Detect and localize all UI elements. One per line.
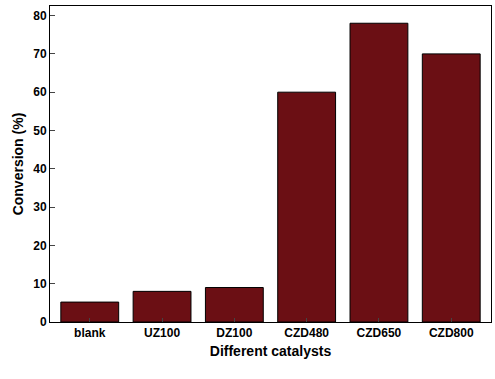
svg-text:40: 40: [33, 162, 47, 176]
svg-text:CZD650: CZD650: [357, 326, 402, 340]
svg-text:Conversion (%): Conversion (%): [10, 113, 26, 216]
svg-text:Different catalysts: Different catalysts: [210, 343, 332, 359]
svg-text:10: 10: [33, 277, 47, 291]
svg-text:70: 70: [33, 47, 47, 61]
svg-text:UZ100: UZ100: [144, 326, 180, 340]
svg-text:60: 60: [33, 85, 47, 99]
svg-text:CZD480: CZD480: [284, 326, 329, 340]
svg-text:20: 20: [33, 239, 47, 253]
svg-text:50: 50: [33, 124, 47, 138]
svg-text:DZ100: DZ100: [216, 326, 252, 340]
svg-text:CZD800: CZD800: [429, 326, 474, 340]
svg-text:30: 30: [33, 200, 47, 214]
svg-text:80: 80: [33, 9, 47, 23]
svg-text:0: 0: [40, 315, 47, 329]
svg-text:blank: blank: [74, 326, 106, 340]
